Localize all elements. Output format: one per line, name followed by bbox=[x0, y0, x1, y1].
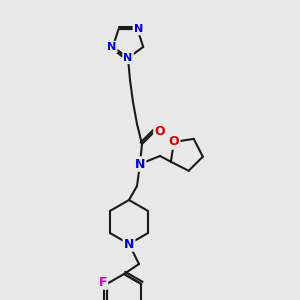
Text: F: F bbox=[98, 275, 107, 289]
Text: N: N bbox=[107, 42, 116, 52]
Text: N: N bbox=[123, 53, 133, 63]
Text: N: N bbox=[134, 24, 143, 34]
Text: N: N bbox=[124, 238, 134, 250]
Text: O: O bbox=[154, 125, 165, 138]
Text: O: O bbox=[169, 136, 179, 148]
Text: N: N bbox=[135, 158, 145, 170]
